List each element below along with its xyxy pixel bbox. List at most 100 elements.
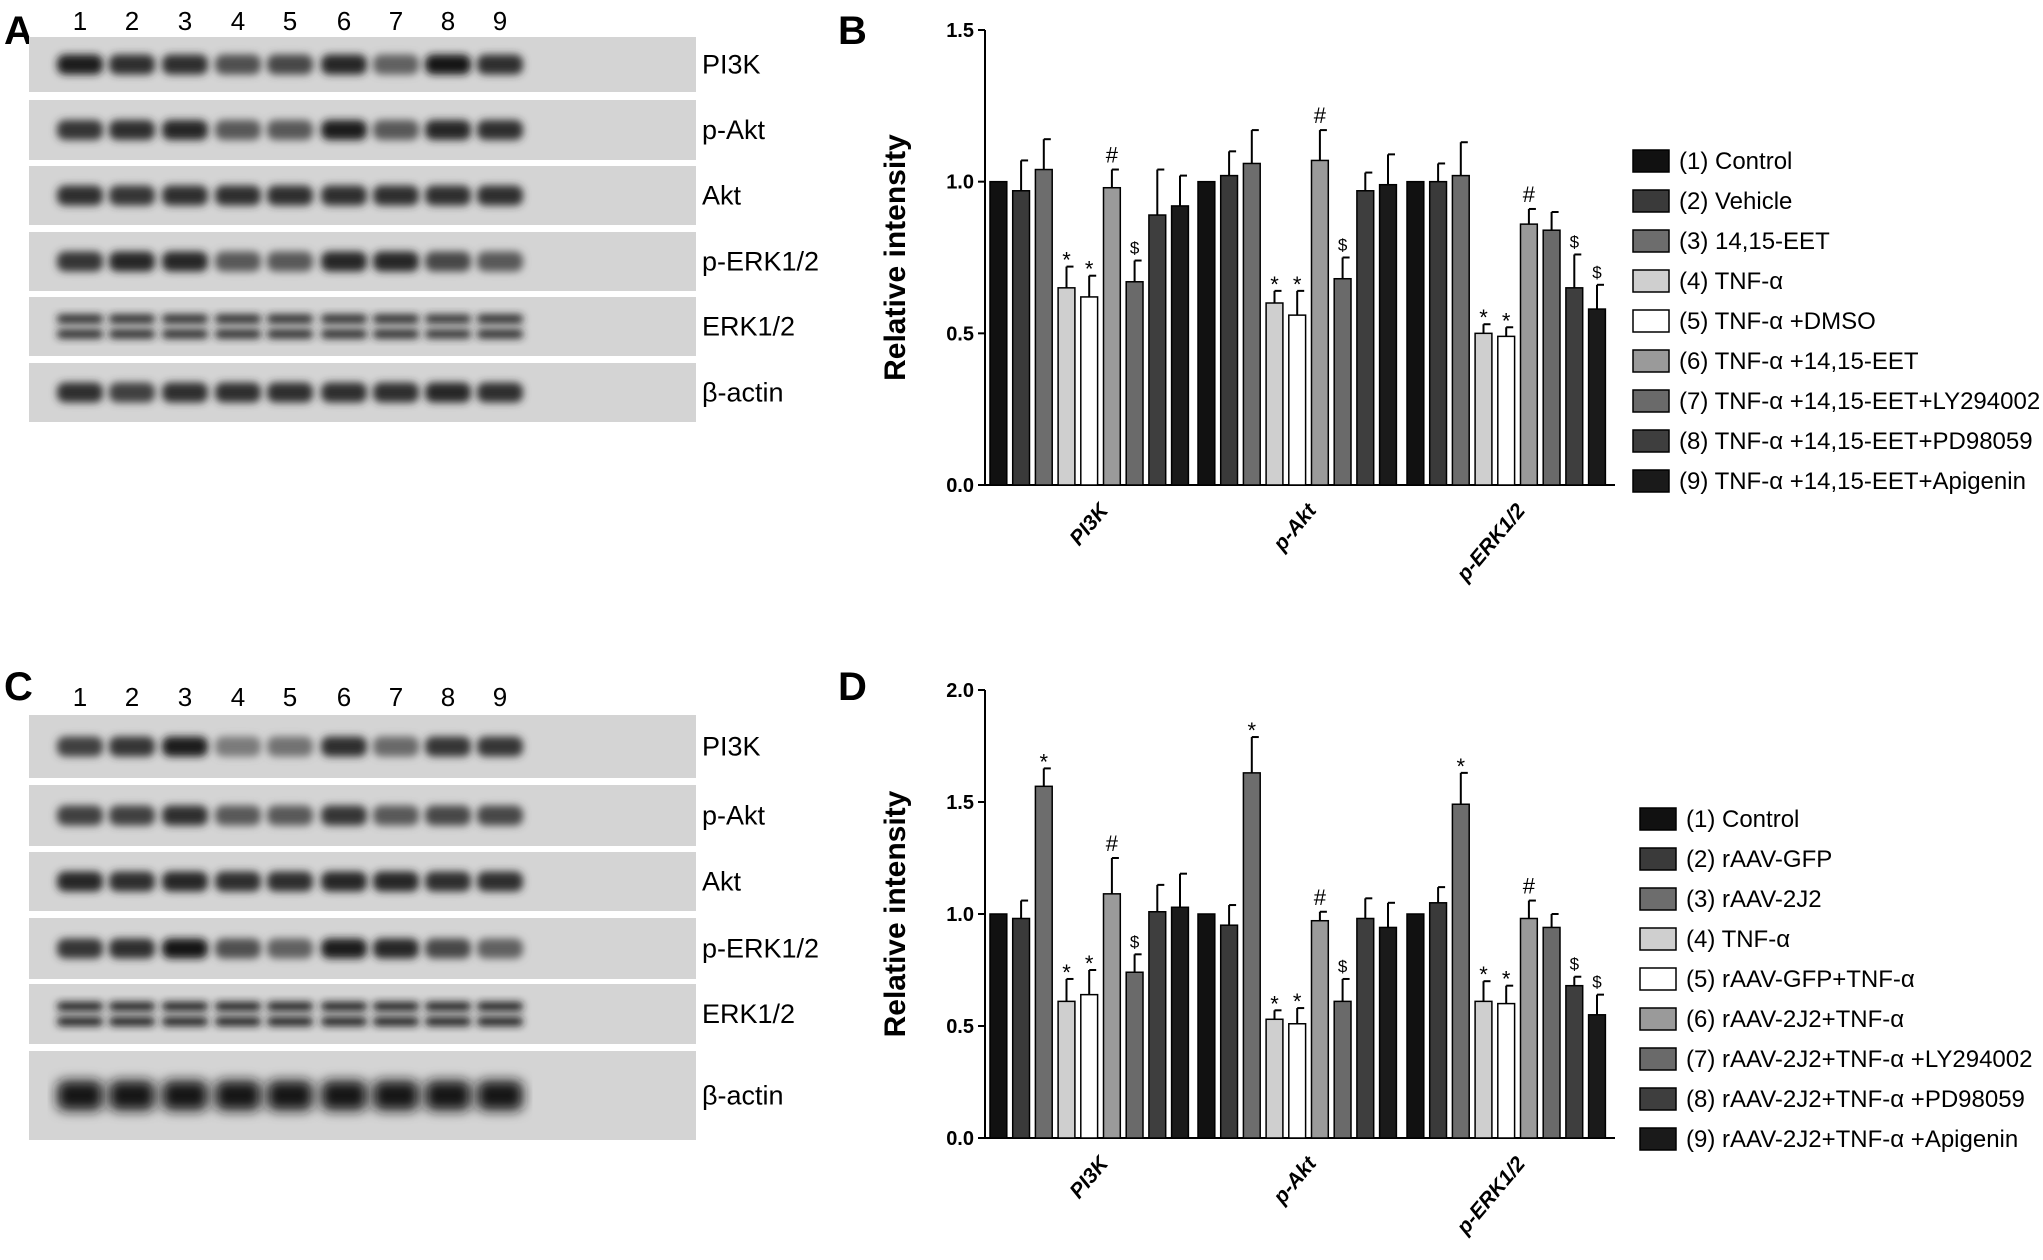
- blot-band: [162, 251, 208, 272]
- lane-number: 7: [389, 6, 403, 36]
- blot-band: [267, 185, 313, 206]
- legend-entry: (6) TNF-α +14,15-EET: [1679, 348, 1919, 375]
- bar-pi3k-series-9: [1170, 906, 1190, 1139]
- legend-swatch: [1632, 269, 1670, 293]
- blot-band: [477, 1002, 523, 1011]
- blot-band: [57, 251, 103, 272]
- lane-number: 7: [389, 682, 403, 712]
- blot-band: [57, 871, 103, 892]
- bar-p-erk1-2-series-1: [1406, 913, 1425, 1139]
- bar-p-akt-series-8: [1356, 917, 1375, 1139]
- legend-swatch: [1632, 229, 1670, 253]
- bar-p-akt-series-3: [1242, 162, 1261, 486]
- bar-pi3k-series-1: [989, 913, 1008, 1139]
- blot-band: [215, 1080, 261, 1111]
- bar-p-erk1-2-series-5: [1497, 335, 1516, 486]
- blot-label-p-erk1-2: p-ERK1/2: [702, 934, 819, 964]
- blot-band: [477, 382, 523, 403]
- bar-pi3k-series-5: [1080, 993, 1099, 1139]
- blot-band: [477, 120, 523, 140]
- blot-band: [373, 382, 419, 403]
- legend-swatch: [1632, 429, 1670, 453]
- bar-p-erk1-2-series-7: [1542, 229, 1561, 486]
- blot-label-akt: Akt: [702, 867, 742, 897]
- blot-band: [321, 314, 367, 324]
- bar-p-akt-series-5: [1288, 1023, 1307, 1139]
- significance-marker: *: [1270, 272, 1279, 297]
- blot-band: [57, 1017, 103, 1026]
- blot-band: [321, 251, 367, 272]
- panel-letter-c: C: [4, 665, 33, 709]
- lane-number: 8: [441, 682, 455, 712]
- legend-swatch: [1632, 389, 1670, 413]
- blot-row-akt: Akt: [29, 852, 742, 911]
- blot-band: [215, 329, 261, 339]
- legend-entry: (1) Control: [1686, 806, 1799, 833]
- significance-marker: $: [1130, 239, 1140, 258]
- significance-marker: *: [1502, 967, 1511, 992]
- blot-strip: [29, 984, 696, 1044]
- bar-pi3k-series-1: [989, 180, 1008, 486]
- blot-band: [162, 382, 208, 403]
- blot-band: [215, 938, 261, 959]
- y-tick-label: 1.0: [946, 904, 974, 926]
- bar-p-erk1-2-series-6: [1519, 223, 1539, 486]
- significance-marker: *: [1270, 991, 1279, 1016]
- legend-entry: (3) 14,15-EET: [1679, 228, 1830, 255]
- lane-number: 2: [125, 6, 139, 36]
- lane-number: 5: [283, 682, 297, 712]
- lane-number: 8: [441, 6, 455, 36]
- blot-label-erk1-2: ERK1/2: [702, 312, 795, 342]
- blot-band: [425, 120, 471, 140]
- blot-band: [215, 185, 261, 206]
- blot-band: [373, 1002, 419, 1011]
- blot-band: [109, 120, 155, 140]
- blot-band: [109, 329, 155, 339]
- lane-number: 3: [178, 6, 192, 36]
- blot-band: [425, 1002, 471, 1011]
- lane-number: 9: [493, 6, 507, 36]
- significance-marker: $: [1338, 957, 1348, 976]
- bar-p-erk1-2-series-3: [1451, 803, 1470, 1139]
- legend-entry: (8) TNF-α +14,15-EET+PD98059: [1679, 428, 2033, 455]
- panel-letter-b: B: [838, 9, 867, 53]
- bar-pi3k-series-8: [1148, 911, 1167, 1139]
- significance-marker: #: [1314, 885, 1327, 910]
- legend-swatch: [1639, 967, 1677, 991]
- significance-marker: *: [1062, 960, 1071, 985]
- bar-p-erk1-2-series-5: [1497, 1002, 1516, 1139]
- blot-band: [425, 251, 471, 272]
- western-blot-panel-c: 1 2 3 4 5 6 7 8 9 PI3K p-Akt Akt p-ERK1/2 ERK1/2 β-act…: [29, 682, 819, 1140]
- blot-band: [267, 1017, 313, 1026]
- blot-label-actin: β-actin: [702, 1081, 784, 1111]
- lane-number: 1: [73, 682, 87, 712]
- blot-band: [373, 871, 419, 892]
- blot-band: [425, 382, 471, 403]
- bar-p-erk1-2-series-2: [1428, 902, 1448, 1139]
- bar-pi3k-series-9: [1170, 205, 1190, 486]
- legend-swatch: [1632, 309, 1670, 333]
- blot-band: [109, 1017, 155, 1026]
- blot-row-p-erk1-2: p-ERK1/2: [29, 232, 819, 291]
- blot-band: [162, 329, 208, 339]
- blot-band: [267, 1002, 313, 1011]
- blot-band: [425, 185, 471, 206]
- blot-band: [267, 805, 313, 826]
- blot-band: [477, 54, 523, 75]
- significance-marker: $: [1592, 973, 1602, 992]
- blot-band: [57, 805, 103, 826]
- blot-row-pi3k: PI3K: [29, 37, 761, 92]
- blot-band: [57, 54, 103, 75]
- blot-band: [267, 736, 313, 757]
- blot-row-erk1-2: ERK1/2: [29, 984, 795, 1044]
- legend-entry: (5) rAAV-GFP+TNF-α: [1686, 966, 1915, 993]
- bar-p-akt-series-2: [1219, 924, 1239, 1139]
- blot-band: [321, 1017, 367, 1026]
- blot-band: [162, 314, 208, 324]
- bar-pi3k-series-7: [1125, 281, 1144, 486]
- blot-band: [109, 251, 155, 272]
- legend-entry: (1) Control: [1679, 148, 1792, 175]
- lane-number: 3: [178, 682, 192, 712]
- y-tick-label: 1.5: [946, 20, 974, 42]
